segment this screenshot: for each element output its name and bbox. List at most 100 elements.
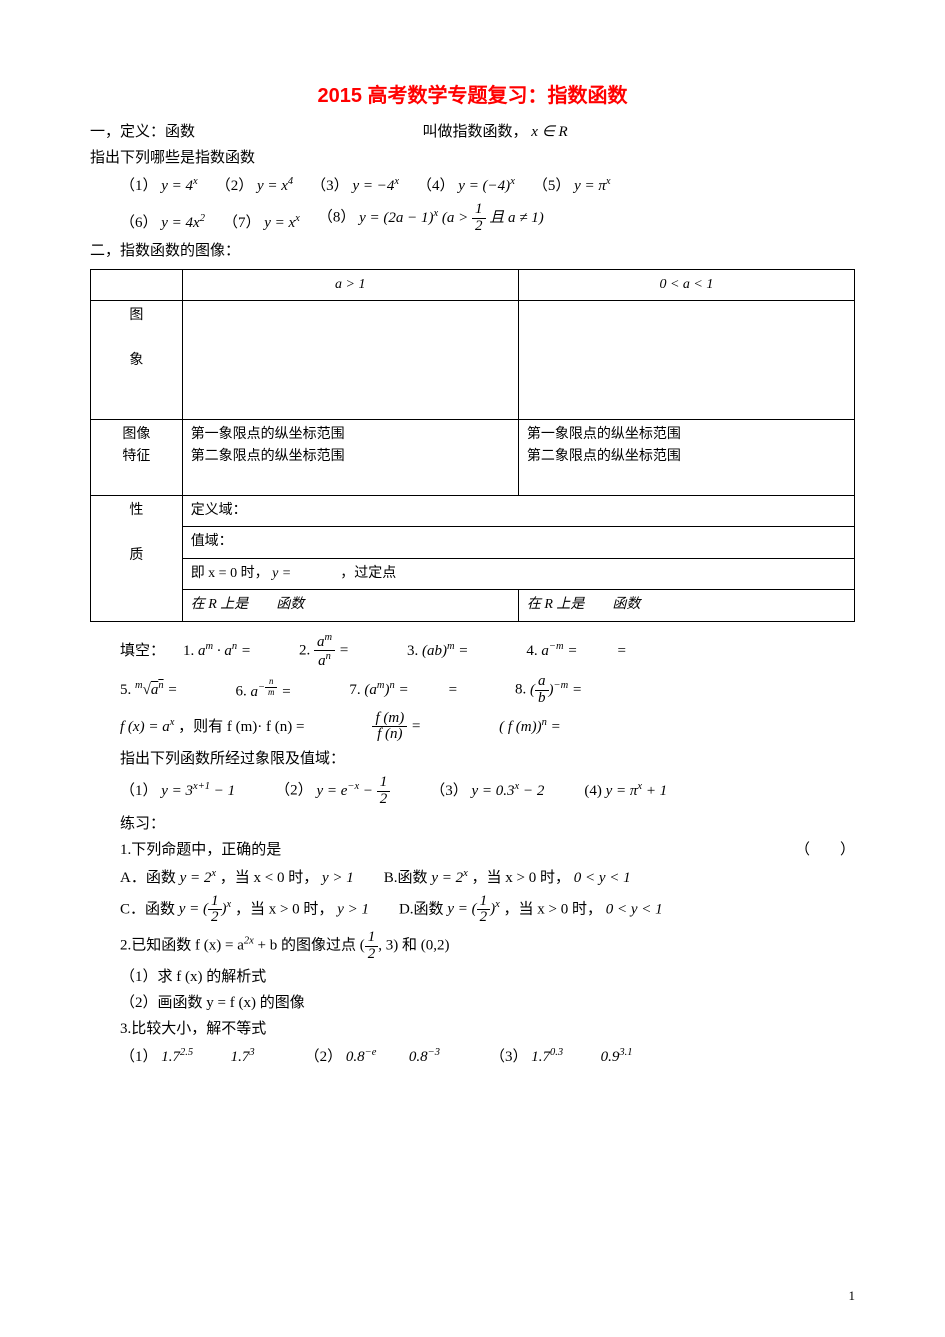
t: y = e (316, 783, 347, 799)
t: y > 1 (337, 901, 369, 917)
n: 8. (515, 682, 526, 698)
t: y = π (606, 783, 638, 799)
t: y = 3 (161, 783, 193, 799)
s1-i3: （3） y = −4x (311, 174, 399, 198)
page-title: 2015 高考数学专题复习：指数函数 (90, 80, 855, 112)
t: 0.8 (409, 1049, 428, 1065)
eq: = (339, 642, 349, 658)
q3-3: （3） 1.70.3 0.93.1 (490, 1045, 633, 1069)
feat-left: 第一象限点的纵坐标范围 第二象限点的纵坐标范围 (182, 419, 518, 495)
fill-row2: 5. m√an = 6. a−nm = 7. (am)n == 8. (ab)−… (90, 674, 855, 707)
t: 0.9 (601, 1049, 620, 1065)
fill4: 4. a−m == (526, 639, 626, 663)
t: f (n) (372, 727, 407, 743)
t: − 2 (523, 783, 544, 799)
t: y = 0.3 (472, 783, 515, 799)
t: y = ( (447, 901, 476, 917)
fill5: 5. m√an = (120, 678, 177, 702)
hdr-blank (91, 269, 183, 300)
s1-prefix: 一，定义：函数 (90, 124, 195, 140)
p-q2-1: （1）求 f (x) 的解析式 (90, 965, 855, 989)
t: y = ( (179, 901, 208, 917)
expr: 且 a ≠ 1) (489, 210, 543, 226)
row-prop-domain: 性 质 定义域： (91, 496, 855, 527)
hdr-a-lt-1: 0 < a < 1 (518, 269, 854, 300)
fill2: 2. aman = (299, 632, 349, 671)
q3-1: （1） 1.72.5 1.73 (120, 1045, 255, 1069)
n: （3） (430, 783, 468, 799)
p-q1: 1.下列命题中，正确的是 （ ） (90, 838, 855, 862)
s1-i6: （6） y = 4x2 (120, 211, 205, 235)
t: ，当 x > 0 时， (472, 870, 570, 886)
t: y = 2 (180, 870, 212, 886)
t: 质 (129, 548, 143, 563)
fill7: 7. (am)n == (349, 678, 457, 702)
mono-left: 在 R 上是 函数 (182, 590, 518, 621)
s1-i4: （4） y = (−4)x (417, 174, 515, 198)
expr: y = π (574, 178, 606, 194)
t: f (x) = a (120, 719, 170, 735)
q-3: （3） y = 0.3x − 2 (430, 779, 544, 803)
prop-range: 值域： (182, 527, 854, 558)
t: y = 2 (431, 870, 463, 886)
expr: y = x (264, 215, 295, 231)
lbl: （1） (120, 178, 158, 194)
n: 7. (349, 682, 360, 698)
quad-heading: 指出下列函数所经过象限及值域： (90, 747, 855, 771)
fill8: 8. (ab)−m = (515, 674, 582, 707)
opt-c: C．函数 y = (12)x ，当 x > 0 时， y > 1 (120, 894, 369, 927)
t: , 3) 和 (0,2) (378, 938, 449, 954)
t: 第二象限点的纵坐标范围 (191, 446, 510, 468)
s1-i1: （1） y = 4x (120, 174, 198, 198)
row-prop-label: 性 质 (91, 496, 183, 622)
t: 1.7 (231, 1049, 250, 1065)
t: f (m) (372, 711, 407, 728)
t: 第一象限点的纵坐标范围 (527, 424, 846, 446)
fill-heading: 填空： (120, 639, 165, 663)
n: （2） (305, 1049, 343, 1065)
t: − 1 (214, 783, 235, 799)
t: y > 1 (322, 870, 354, 886)
row-feat-label: 图像 特征 (91, 419, 183, 495)
q3-2: （2） 0.8−e 0.8−3 (305, 1045, 440, 1069)
fill-row3: f (x) = ax ，则有 f (m)· f (n) = f (m)f (n)… (90, 711, 855, 744)
t: D.函数 (399, 901, 444, 917)
s1-i8: （8） y = (2a − 1)x (a > 12 且 a ≠ 1) (318, 202, 544, 235)
p-q1-cd: C．函数 y = (12)x ，当 x > 0 时， y > 1 D.函数 y … (90, 894, 855, 927)
t: ，当 x > 0 时， (504, 901, 602, 917)
t: − (363, 783, 373, 799)
s1-domain: x ∈ R (531, 124, 567, 140)
graph-table: a > 1 0 < a < 1 图 象 图像 特征 第一象限点的纵坐标范围 第二… (90, 269, 855, 622)
section1-heading: 一，定义：函数 叫做指数函数， x ∈ R (90, 120, 855, 144)
t: 1.7 (161, 1049, 180, 1065)
fx-pow: ( f (m))n = (499, 715, 561, 739)
opt-d: D.函数 y = (12)x ，当 x > 0 时， 0 < y < 1 (399, 894, 663, 927)
row-prop-point: 即 x = 0 时， y = ，过定点 (91, 558, 855, 589)
page-number: 1 (849, 1286, 856, 1307)
row-graph: 图 象 (91, 300, 855, 419)
table-header-row: a > 1 0 < a < 1 (91, 269, 855, 300)
s1-sub: 指出下列哪些是指数函数 (90, 146, 855, 170)
t: 1.下列命题中，正确的是 (120, 842, 281, 858)
expr: y = 4x (161, 215, 199, 231)
row-prop-range: 值域： (91, 527, 855, 558)
t: ，当 x < 0 时， (220, 870, 318, 886)
expr: y = −4 (352, 178, 394, 194)
s1-i7: （7） y = xx (223, 211, 300, 235)
t: B.函数 (384, 870, 428, 886)
t: 图像 (122, 427, 150, 442)
n: （2） (275, 783, 313, 799)
s1-suffix: 叫做指数函数， (423, 124, 528, 140)
lbl: （4） (417, 178, 455, 194)
n: 5. (120, 682, 131, 698)
t: + b 的图像过点 ( (258, 938, 365, 954)
prop-domain: 定义域： (182, 496, 854, 527)
expr: y = 4 (161, 178, 193, 194)
row-graph-label: 图 象 (91, 300, 183, 419)
answer-blank: （ ） (795, 838, 855, 862)
t: 2.已知函数 f (x) = a (120, 938, 244, 954)
t: A．函数 (120, 870, 176, 886)
feat-right: 第一象限点的纵坐标范围 第二象限点的纵坐标范围 (518, 419, 854, 495)
fill1: 1. am · an = (183, 639, 251, 663)
lbl: （6） (120, 215, 158, 231)
